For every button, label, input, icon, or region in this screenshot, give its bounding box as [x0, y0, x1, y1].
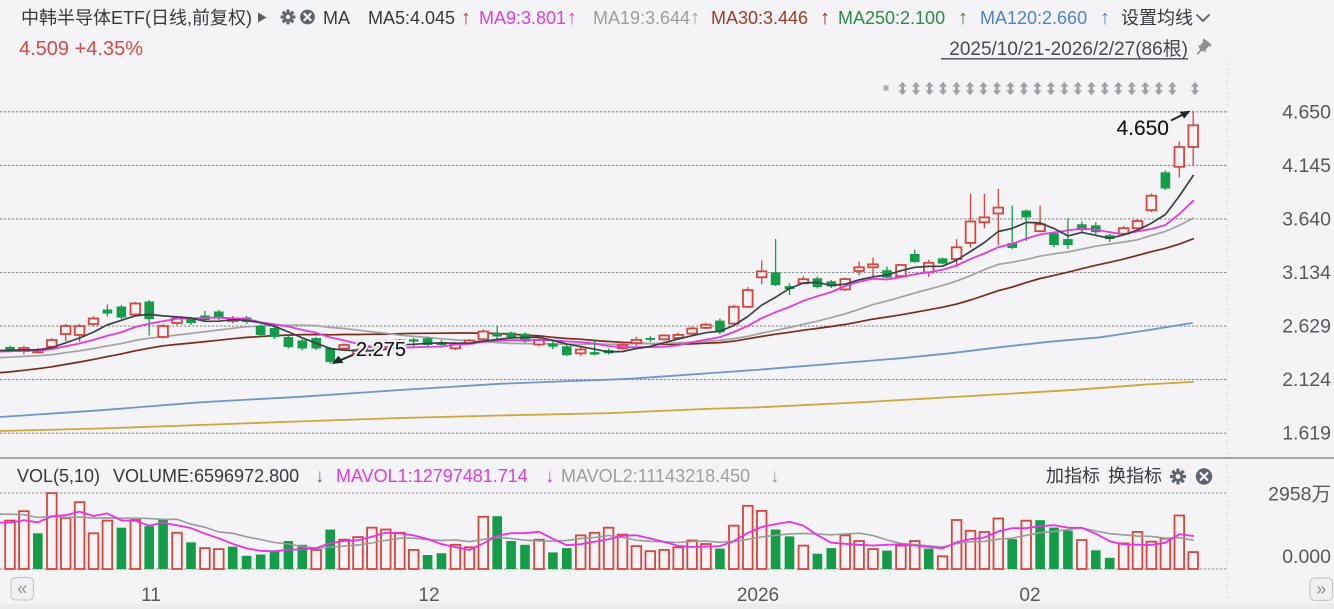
svg-text:2.629: 2.629 — [1282, 316, 1331, 338]
svg-text:2026: 2026 — [737, 585, 779, 606]
svg-text:12: 12 — [418, 585, 439, 606]
svg-text:↓: ↓ — [545, 466, 555, 487]
svg-text:MAVOL1:12797481.714: MAVOL1:12797481.714 — [336, 466, 528, 486]
svg-text:MA9:3.801: MA9:3.801 — [479, 8, 566, 28]
svg-text:4.650: 4.650 — [1116, 117, 1169, 140]
svg-text:加指标: 加指标 — [1046, 466, 1100, 486]
svg-text:↓: ↓ — [770, 466, 780, 487]
svg-text:3.640: 3.640 — [1282, 208, 1331, 230]
svg-text:»: » — [1316, 579, 1326, 599]
svg-text:↓: ↓ — [315, 466, 325, 487]
svg-text:VOL(5,10): VOL(5,10) — [17, 466, 100, 486]
svg-text:MA250:2.100: MA250:2.100 — [838, 8, 945, 28]
svg-text:MA120:2.660: MA120:2.660 — [980, 8, 1087, 28]
svg-text:↑: ↑ — [958, 7, 968, 29]
svg-text:MA19:3.644: MA19:3.644 — [593, 8, 690, 28]
svg-text:4.145: 4.145 — [1282, 155, 1331, 177]
svg-text:11: 11 — [141, 585, 161, 606]
svg-text:中韩半导体ETF(日线,前复权): 中韩半导体ETF(日线,前复权) — [21, 8, 252, 28]
svg-text:MA: MA — [323, 8, 350, 28]
svg-text:↑: ↑ — [461, 7, 471, 29]
svg-text:4.509 +4.35%: 4.509 +4.35% — [19, 38, 143, 60]
svg-text:MA30:3.446: MA30:3.446 — [711, 8, 808, 28]
svg-text:↑: ↑ — [690, 7, 700, 29]
svg-text:MAVOL2:11143218.450: MAVOL2:11143218.450 — [561, 466, 750, 486]
svg-text:↑: ↑ — [820, 7, 830, 29]
svg-text:设置均线: 设置均线 — [1121, 8, 1193, 28]
svg-text:1.619: 1.619 — [1282, 423, 1331, 445]
svg-text:↑: ↑ — [567, 7, 577, 29]
svg-text:2.124: 2.124 — [1282, 369, 1331, 391]
svg-text:«: « — [17, 579, 27, 599]
svg-text:3.134: 3.134 — [1282, 262, 1331, 284]
svg-text:02: 02 — [1019, 585, 1040, 606]
svg-text:↑: ↑ — [1100, 7, 1110, 29]
svg-text:2025/10/21-2026/2/27(86根): 2025/10/21-2026/2/27(86根) — [949, 38, 1188, 60]
svg-text:2958万: 2958万 — [1268, 484, 1331, 506]
svg-text:换指标: 换指标 — [1108, 466, 1162, 486]
svg-text:VOLUME:6596972.800: VOLUME:6596972.800 — [113, 466, 299, 486]
svg-text:4.650: 4.650 — [1116, 117, 1169, 140]
svg-text:0.000: 0.000 — [1282, 546, 1331, 568]
svg-text:2.275: 2.275 — [356, 339, 406, 361]
svg-text:2.275: 2.275 — [356, 339, 406, 361]
svg-text:4.650: 4.650 — [1282, 101, 1331, 123]
svg-text:MA5:4.045: MA5:4.045 — [368, 8, 455, 28]
